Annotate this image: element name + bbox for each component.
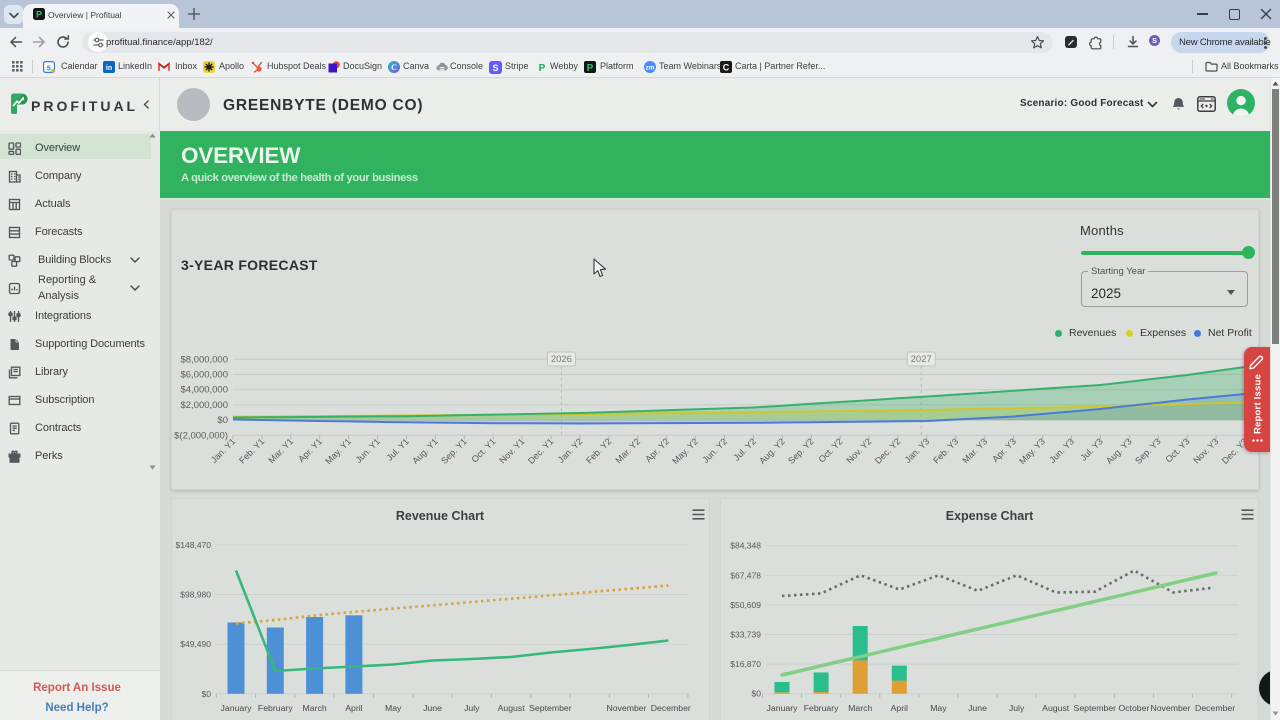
- svg-text:Nov. Y1: Nov. Y1: [497, 436, 526, 465]
- svg-text:zm: zm: [645, 64, 654, 71]
- svg-text:September: September: [1074, 703, 1117, 713]
- svg-text:May: May: [930, 703, 947, 713]
- svg-text:November: November: [606, 703, 646, 713]
- svg-text:Oct. Y3: Oct. Y3: [1163, 436, 1191, 464]
- svg-text:Dec. Y1: Dec. Y1: [526, 436, 556, 466]
- svg-text:Mar. Y2: Mar. Y2: [613, 436, 642, 465]
- svg-text:Dec. Y2: Dec. Y2: [873, 436, 903, 466]
- svg-text:Feb. Y1: Feb. Y1: [237, 436, 266, 465]
- svg-text:5: 5: [47, 65, 51, 72]
- svg-text:Jan. Y3: Jan. Y3: [903, 436, 932, 465]
- svg-text:$84,348: $84,348: [730, 541, 761, 551]
- svg-text:$(2,000,000): $(2,000,000): [174, 430, 228, 441]
- svg-text:April: April: [345, 703, 362, 713]
- svg-text:$16,870: $16,870: [730, 659, 761, 669]
- svg-text:Feb. Y2: Feb. Y2: [584, 436, 613, 465]
- svg-text:$148,470: $148,470: [176, 540, 212, 550]
- svg-text:Oct. Y2: Oct. Y2: [816, 436, 844, 464]
- svg-text:in: in: [106, 65, 112, 72]
- svg-text:June: June: [968, 703, 987, 713]
- svg-text:$49,490: $49,490: [180, 639, 211, 649]
- svg-text:Feb. Y3: Feb. Y3: [931, 436, 960, 465]
- svg-text:Oct. Y1: Oct. Y1: [469, 436, 497, 464]
- svg-text:2027: 2027: [911, 354, 932, 365]
- svg-text:$98,980: $98,980: [180, 590, 211, 600]
- svg-text:Sep. Y2: Sep. Y2: [786, 436, 816, 466]
- svg-text:$33,739: $33,739: [730, 630, 761, 640]
- svg-text:$6,000,000: $6,000,000: [180, 370, 228, 381]
- svg-text:May. Y1: May. Y1: [323, 436, 353, 466]
- svg-text:Jul. Y3: Jul. Y3: [1078, 436, 1104, 462]
- svg-text:January: January: [767, 703, 799, 713]
- svg-text:Mar. Y3: Mar. Y3: [960, 436, 989, 465]
- svg-text:P: P: [539, 63, 546, 73]
- svg-text:$0: $0: [202, 689, 212, 699]
- svg-text:S: S: [492, 63, 498, 73]
- svg-text:$67,478: $67,478: [730, 570, 761, 580]
- svg-text:Sep. Y1: Sep. Y1: [439, 436, 469, 466]
- svg-text:Aug. Y1: Aug. Y1: [410, 436, 440, 466]
- svg-text:Aug. Y3: Aug. Y3: [1104, 436, 1134, 466]
- svg-text:May. Y2: May. Y2: [670, 436, 700, 466]
- svg-text:December: December: [1195, 703, 1235, 713]
- svg-text:May: May: [385, 703, 402, 713]
- svg-text:$8,000,000: $8,000,000: [180, 354, 228, 365]
- svg-text:Jun. Y2: Jun. Y2: [700, 436, 729, 465]
- svg-text:$2,000,000: $2,000,000: [180, 400, 228, 411]
- svg-text:August: August: [1042, 703, 1070, 713]
- svg-text:April: April: [891, 703, 908, 713]
- svg-text:$0: $0: [752, 689, 762, 699]
- svg-text:C: C: [723, 62, 730, 72]
- svg-text:February: February: [804, 703, 839, 713]
- svg-text:C: C: [391, 62, 397, 71]
- svg-text:$0: $0: [217, 415, 228, 426]
- svg-text:Nov. Y2: Nov. Y2: [844, 436, 873, 465]
- svg-text:December: December: [651, 703, 691, 713]
- svg-text:February: February: [258, 703, 293, 713]
- svg-text:$50,609: $50,609: [730, 600, 761, 610]
- svg-text:June: June: [423, 703, 442, 713]
- svg-text:Nov. Y3: Nov. Y3: [1191, 436, 1220, 465]
- svg-text:Apr. Y2: Apr. Y2: [643, 436, 671, 464]
- svg-text:P: P: [587, 63, 594, 73]
- svg-text:March: March: [848, 703, 872, 713]
- svg-text:Jul. Y2: Jul. Y2: [731, 436, 757, 462]
- svg-text:January: January: [221, 703, 253, 713]
- svg-text:November: November: [1150, 703, 1190, 713]
- svg-text:Apr. Y3: Apr. Y3: [990, 436, 1018, 464]
- svg-text:September: September: [529, 703, 572, 713]
- svg-text:Jul. Y1: Jul. Y1: [384, 436, 410, 462]
- svg-text:Apr. Y1: Apr. Y1: [296, 436, 324, 464]
- svg-text:Jan. Y2: Jan. Y2: [556, 436, 585, 465]
- svg-text:May. Y3: May. Y3: [1017, 436, 1047, 466]
- svg-text:July: July: [464, 703, 480, 713]
- svg-text:Report Issue: Report Issue: [1253, 374, 1264, 434]
- svg-text:Jun. Y3: Jun. Y3: [1047, 436, 1076, 465]
- svg-text:July: July: [1009, 703, 1025, 713]
- svg-text:Aug. Y2: Aug. Y2: [757, 436, 787, 466]
- svg-text:October: October: [1118, 703, 1149, 713]
- svg-text:P: P: [36, 10, 42, 20]
- svg-text:$4,000,000: $4,000,000: [180, 385, 228, 396]
- svg-text:2026: 2026: [551, 354, 572, 365]
- svg-text:Jun. Y1: Jun. Y1: [353, 436, 382, 465]
- svg-text:Sep. Y3: Sep. Y3: [1133, 436, 1163, 466]
- svg-text:August: August: [498, 703, 526, 713]
- svg-text:Mar. Y1: Mar. Y1: [266, 436, 295, 465]
- svg-text:March: March: [303, 703, 327, 713]
